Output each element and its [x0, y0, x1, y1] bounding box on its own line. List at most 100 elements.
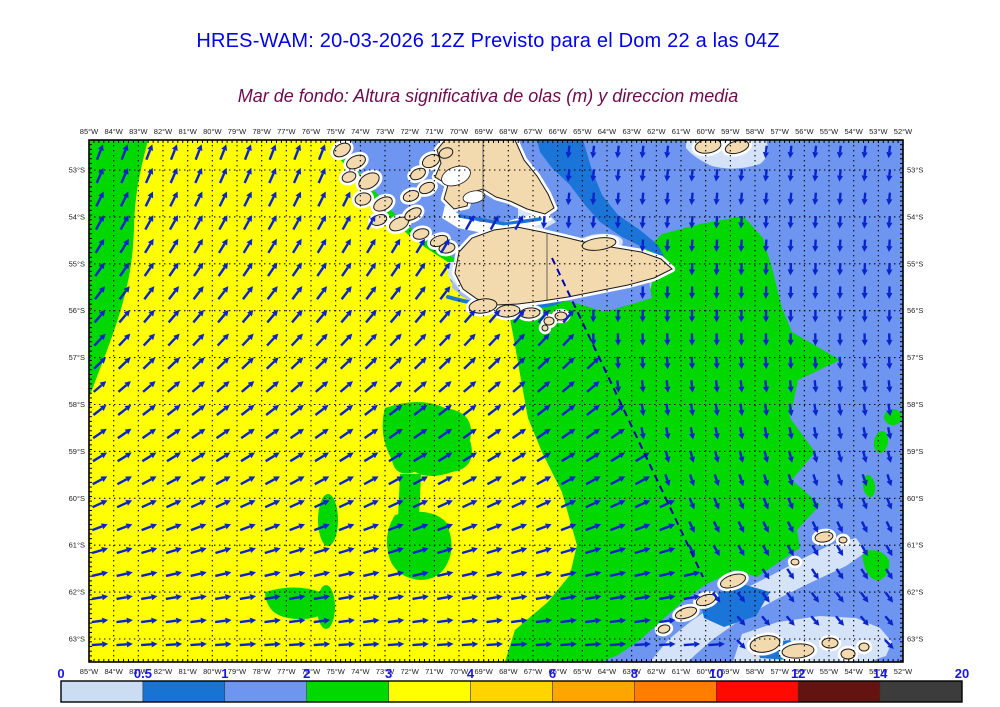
wave-arrow-head: [713, 269, 720, 276]
wave-arrow: [216, 407, 226, 416]
wave-arrow: [737, 544, 743, 552]
wave-arrow-head: [836, 409, 844, 417]
wave-arrow-head: [688, 316, 696, 323]
wave-arrow: [561, 431, 572, 440]
wave-arrow-head: [296, 309, 303, 317]
wave-arrow: [169, 196, 177, 207]
wave-arrow: [219, 149, 226, 161]
wave-arrow: [683, 595, 695, 601]
wave-arrow-head: [668, 570, 676, 577]
wave-arrow-head: [470, 428, 477, 435]
wave-arrow-head: [543, 381, 551, 388]
wave-arrow-head: [370, 262, 377, 270]
wave-arrow: [863, 145, 867, 153]
wave-arrow-head: [148, 333, 156, 341]
wave-arrow: [364, 337, 374, 347]
wave-arrow-head: [173, 333, 180, 341]
lon-label-bottom: 64°W: [598, 667, 617, 676]
wave-arrow: [190, 572, 202, 578]
wave-arrow: [289, 501, 300, 509]
wave-arrow: [265, 360, 276, 370]
wave-arrow-head: [345, 215, 351, 222]
wave-arrow: [191, 454, 202, 463]
wave-arrow: [536, 431, 547, 440]
wave-arrow: [535, 643, 547, 647]
wave-arrow-head: [149, 381, 156, 388]
wave-arrow: [761, 568, 768, 575]
wave-arrow: [738, 450, 743, 458]
swell-2-3m-main: [505, 216, 840, 662]
wave-arrow: [193, 266, 201, 277]
wave-arrow: [711, 591, 718, 599]
wave-arrow-head: [470, 452, 478, 459]
wave-arrow: [167, 360, 177, 370]
island: [781, 643, 815, 659]
wave-arrow-head: [664, 151, 671, 159]
wave-arrow-head: [496, 641, 503, 648]
wave-arrow-head: [614, 339, 622, 346]
island: [438, 147, 454, 159]
wave-arrow-head: [787, 363, 794, 370]
wave-arrow: [664, 473, 669, 481]
swell-2-3m-patch: [382, 402, 472, 476]
wave-arrow: [567, 145, 571, 153]
wave-arrow-head: [862, 595, 869, 603]
wave-arrow: [316, 243, 325, 254]
island: [354, 192, 372, 206]
wave-arrow: [363, 454, 374, 463]
wave-arrow: [317, 172, 325, 184]
wave-arrow-head: [397, 617, 405, 624]
wave-arrow: [634, 478, 646, 486]
wave-arrow: [715, 192, 719, 200]
wave-arrow-head: [836, 175, 844, 182]
wave-arrow: [536, 407, 547, 416]
wave-arrow-head: [594, 499, 601, 506]
wave-arrow-head: [320, 167, 326, 175]
wave-arrow: [215, 619, 226, 624]
wave-arrow-head: [762, 198, 770, 206]
wave-arrow-head: [394, 238, 401, 246]
wave-arrow: [363, 595, 374, 601]
wave-arrow-head: [98, 191, 104, 199]
wave-arrow-head: [98, 262, 105, 270]
swell-3-4m-west: [89, 140, 577, 662]
wave-arrow-head: [862, 619, 869, 626]
wave-arrow-head: [517, 215, 524, 222]
wave-arrow: [93, 313, 103, 324]
wave-arrow-head: [444, 357, 452, 364]
wave-arrow: [585, 619, 596, 624]
wave-arrow: [616, 169, 620, 176]
wave-arrow-head: [787, 502, 794, 510]
wave-arrow: [91, 595, 103, 601]
wave-arrow-head: [688, 222, 696, 229]
inland-water: [462, 190, 486, 204]
wave-arrow-head: [299, 641, 306, 648]
wave-arrow: [389, 313, 399, 324]
wave-arrow: [437, 572, 448, 578]
wave-arrow-head: [886, 316, 893, 323]
wave-arrow: [239, 619, 251, 624]
wave-arrow: [338, 478, 350, 486]
wave-arrow-head: [614, 198, 622, 206]
wave-arrow-head: [172, 167, 178, 175]
wave-arrow-head: [518, 357, 526, 364]
wave-arrow: [190, 619, 202, 624]
wave-arrow-head: [568, 357, 575, 364]
wave-arrow-head: [812, 151, 819, 159]
wave-arrow: [536, 501, 547, 509]
wave-arrow-head: [861, 269, 868, 276]
wave-arrow-head: [664, 222, 671, 229]
lon-label-top: 55°W: [820, 127, 839, 136]
wave-arrow: [92, 431, 103, 440]
wave-arrow-head: [787, 198, 794, 206]
wave-arrow-head: [689, 479, 696, 487]
wave-arrow-head: [713, 245, 720, 253]
wave-arrow-head: [470, 476, 478, 482]
wave-arrow-head: [171, 144, 178, 152]
wave-arrow-head: [713, 222, 720, 229]
wave-arrow-head: [297, 452, 305, 459]
wave-arrow: [387, 619, 399, 624]
wave-arrow: [217, 266, 226, 277]
wave-arrow: [290, 384, 300, 393]
wave-arrow-head: [664, 245, 671, 253]
